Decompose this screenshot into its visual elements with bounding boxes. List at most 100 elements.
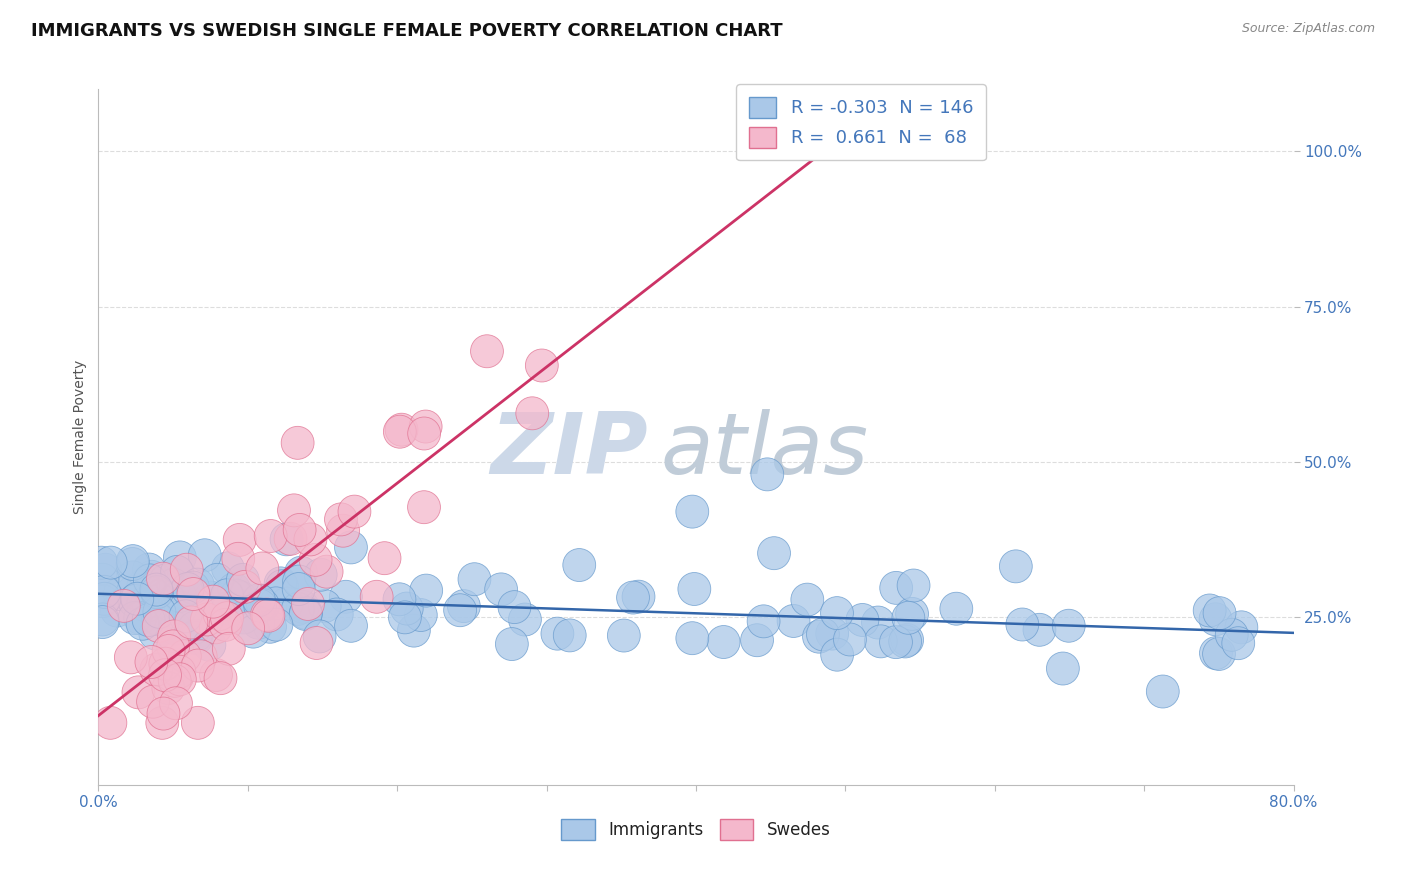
Ellipse shape (846, 604, 879, 637)
Ellipse shape (299, 626, 333, 659)
Ellipse shape (751, 458, 783, 491)
Ellipse shape (284, 557, 318, 590)
Ellipse shape (149, 658, 181, 691)
Ellipse shape (277, 494, 311, 527)
Ellipse shape (896, 598, 928, 631)
Ellipse shape (388, 601, 422, 634)
Ellipse shape (139, 617, 172, 650)
Ellipse shape (676, 622, 709, 655)
Ellipse shape (290, 598, 322, 631)
Ellipse shape (86, 606, 120, 639)
Ellipse shape (156, 630, 190, 663)
Ellipse shape (160, 556, 194, 589)
Ellipse shape (676, 495, 709, 528)
Ellipse shape (163, 663, 197, 696)
Ellipse shape (117, 545, 149, 578)
Ellipse shape (471, 334, 503, 368)
Ellipse shape (1146, 675, 1180, 708)
Ellipse shape (143, 595, 176, 628)
Ellipse shape (274, 523, 307, 556)
Ellipse shape (617, 581, 650, 614)
Ellipse shape (294, 523, 326, 556)
Ellipse shape (179, 611, 211, 644)
Ellipse shape (741, 624, 773, 657)
Ellipse shape (94, 706, 127, 739)
Ellipse shape (678, 573, 711, 606)
Ellipse shape (131, 590, 163, 623)
Ellipse shape (117, 548, 149, 581)
Ellipse shape (821, 597, 853, 630)
Y-axis label: Single Female Poverty: Single Female Poverty (73, 360, 87, 514)
Ellipse shape (384, 415, 416, 448)
Ellipse shape (1046, 652, 1080, 685)
Ellipse shape (834, 623, 866, 656)
Ellipse shape (224, 581, 257, 614)
Ellipse shape (152, 672, 184, 705)
Ellipse shape (889, 625, 921, 658)
Ellipse shape (117, 561, 149, 594)
Ellipse shape (243, 590, 277, 622)
Ellipse shape (135, 560, 169, 593)
Ellipse shape (211, 602, 243, 634)
Ellipse shape (554, 619, 586, 652)
Ellipse shape (880, 572, 912, 605)
Ellipse shape (337, 495, 371, 528)
Ellipse shape (87, 575, 121, 608)
Ellipse shape (212, 632, 245, 665)
Ellipse shape (180, 622, 214, 655)
Ellipse shape (86, 584, 120, 617)
Ellipse shape (228, 601, 260, 634)
Ellipse shape (485, 573, 517, 606)
Ellipse shape (118, 584, 150, 617)
Ellipse shape (1199, 603, 1232, 636)
Ellipse shape (308, 590, 342, 623)
Ellipse shape (84, 546, 118, 579)
Ellipse shape (127, 569, 160, 602)
Ellipse shape (174, 606, 208, 639)
Text: ZIP: ZIP (491, 409, 648, 492)
Ellipse shape (181, 568, 214, 601)
Ellipse shape (447, 590, 481, 623)
Ellipse shape (146, 706, 179, 739)
Ellipse shape (283, 565, 315, 598)
Ellipse shape (250, 599, 284, 632)
Ellipse shape (181, 706, 214, 739)
Ellipse shape (1225, 611, 1258, 644)
Legend: Immigrants, Swedes: Immigrants, Swedes (555, 813, 837, 847)
Ellipse shape (159, 665, 191, 698)
Ellipse shape (758, 537, 790, 570)
Ellipse shape (149, 648, 181, 681)
Ellipse shape (172, 573, 204, 606)
Ellipse shape (1204, 597, 1236, 630)
Ellipse shape (281, 592, 315, 625)
Ellipse shape (142, 609, 176, 642)
Ellipse shape (132, 604, 165, 637)
Ellipse shape (270, 587, 304, 620)
Ellipse shape (405, 599, 437, 632)
Ellipse shape (212, 592, 245, 625)
Ellipse shape (89, 582, 121, 615)
Ellipse shape (607, 619, 640, 652)
Ellipse shape (222, 542, 254, 575)
Ellipse shape (897, 569, 929, 602)
Ellipse shape (86, 603, 120, 636)
Ellipse shape (807, 618, 839, 651)
Ellipse shape (224, 524, 256, 557)
Ellipse shape (498, 591, 531, 624)
Ellipse shape (159, 612, 191, 645)
Ellipse shape (181, 649, 214, 682)
Ellipse shape (1052, 609, 1085, 642)
Ellipse shape (193, 628, 226, 661)
Ellipse shape (1222, 627, 1254, 660)
Ellipse shape (124, 601, 156, 634)
Ellipse shape (368, 541, 401, 574)
Ellipse shape (160, 660, 194, 693)
Ellipse shape (803, 620, 835, 653)
Ellipse shape (177, 577, 209, 610)
Ellipse shape (103, 578, 136, 611)
Ellipse shape (890, 624, 924, 657)
Ellipse shape (778, 605, 810, 638)
Ellipse shape (163, 656, 195, 688)
Ellipse shape (114, 640, 148, 673)
Ellipse shape (1000, 549, 1032, 582)
